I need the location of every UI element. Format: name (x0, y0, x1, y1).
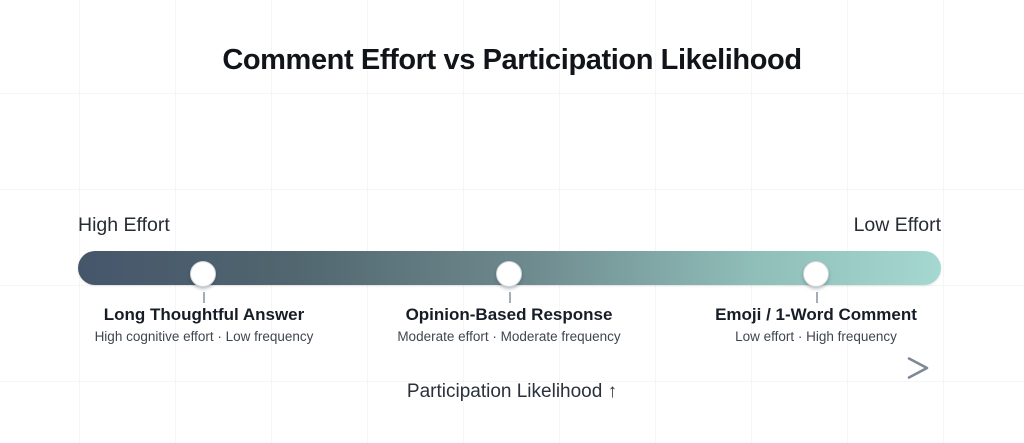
point-label: Emoji / 1-Word Comment (715, 305, 917, 324)
marker-connector-line (509, 292, 511, 303)
point-label: Long Thoughtful Answer (103, 305, 305, 324)
point-label: Opinion-Based Response (405, 305, 613, 324)
point-detail: Low effort · High frequency (735, 329, 897, 345)
right-arrow-icon (78, 357, 929, 379)
point-label-group: Opinion-Based Response Moderate effort ·… (397, 304, 620, 346)
marker-connector-line (816, 292, 818, 303)
point-label-group: Long Thoughtful Answer High cognitive ef… (95, 304, 314, 346)
point-marker-long-answer (190, 261, 216, 287)
point-marker-emoji-comment (803, 261, 829, 287)
page-title: Comment Effort vs Participation Likeliho… (222, 44, 802, 76)
participation-axis-label: Participation Likelihood ↑ (406, 381, 618, 402)
marker-connector-line (203, 292, 205, 303)
high-effort-label: High Effort (78, 214, 170, 236)
point-label-group: Emoji / 1-Word Comment Low effort · High… (715, 304, 917, 346)
point-marker-opinion-response (496, 261, 522, 287)
point-detail: High cognitive effort · Low frequency (94, 329, 314, 345)
low-effort-label: Low Effort (853, 214, 941, 236)
point-detail: Moderate effort · Moderate frequency (397, 329, 621, 345)
